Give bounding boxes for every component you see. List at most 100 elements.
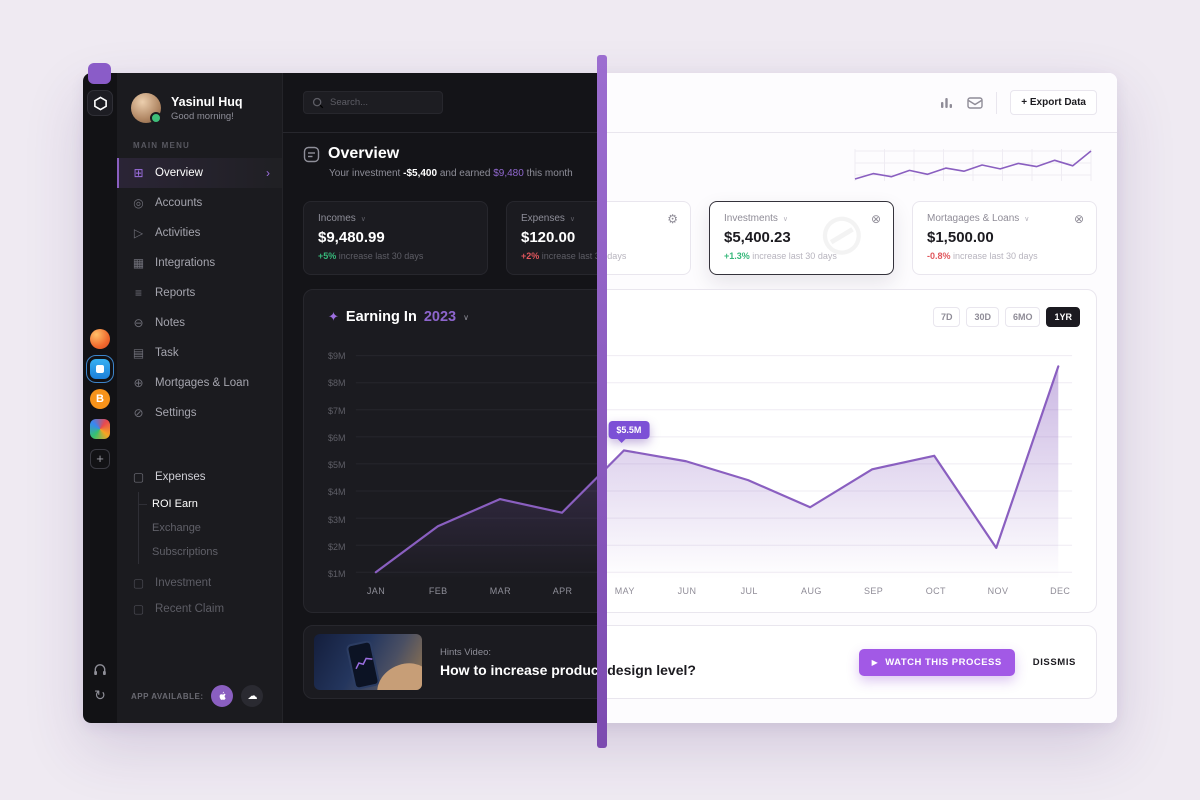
coin-icon: ◎ xyxy=(133,196,144,210)
overview-icon xyxy=(303,146,320,163)
sidebar-item-task[interactable]: ▤ Task xyxy=(132,346,179,360)
close-circle-icon[interactable]: ⊗ xyxy=(870,212,881,226)
user-greeting: Good morning! xyxy=(171,110,234,122)
expenses-children: ROI Earn Exchange Subscriptions xyxy=(138,492,282,564)
chart-tooltip: $5.5M xyxy=(608,421,650,444)
sidebar-item-notes[interactable]: ⊖ Notes xyxy=(117,308,282,338)
sidebar-item-integrations[interactable]: ▦ Integrations xyxy=(132,256,216,270)
earnings-area-chart xyxy=(355,355,597,580)
banner-kicker: Hints Video: xyxy=(440,646,492,658)
topbar-actions: + Export Data xyxy=(939,90,1097,115)
topbar-divider xyxy=(996,91,998,114)
thumbnail-chart-graphic xyxy=(355,657,373,670)
window-accent-tab xyxy=(88,63,111,84)
sidebar-item-activities[interactable]: ▷ Activities xyxy=(117,218,282,248)
stat-card-mortgages-loans[interactable]: Mortagages & Loans∨ $1,500.00 -0.8% incr… xyxy=(912,201,1097,275)
chevron-down-icon: ∨ xyxy=(569,215,576,223)
gear-icon[interactable]: ⚙ xyxy=(667,212,678,226)
sidebar-item-accounts[interactable]: ◎ Accounts xyxy=(117,188,282,218)
sparkle-icon: ✦ xyxy=(328,309,339,324)
theme-comparison-slider[interactable] xyxy=(597,55,607,748)
inbox-icon[interactable] xyxy=(967,96,983,110)
stats-icon[interactable] xyxy=(939,95,954,110)
range-7d-button[interactable]: 7D xyxy=(932,307,961,327)
watch-process-button[interactable]: ▶ WATCH THIS PROCESS xyxy=(858,648,1015,676)
main-menu-label: MAIN MENU xyxy=(133,141,191,150)
banner-title: How to increase product design level? xyxy=(597,662,859,678)
bitcoin-icon[interactable]: B xyxy=(90,389,110,409)
settings-icon: ⊘ xyxy=(133,406,144,420)
chart-year: 2023 xyxy=(423,309,457,325)
sidebar-folder-investment[interactable]: ▢ Investment xyxy=(132,576,212,590)
sidebar-folder-expenses[interactable]: ▢ Expenses xyxy=(132,470,206,484)
earnings-chart-card: ✦ Earning In 2023 ∨ 7D 30D 6MO 1YR $9M$8… xyxy=(597,289,1097,613)
chevron-down-icon: ∨ xyxy=(463,312,469,322)
expenses-delta: +2% xyxy=(521,251,540,261)
header-sparkline xyxy=(853,141,1093,185)
folder-icon: ▢ xyxy=(132,576,145,590)
sidebar-subitem-subscriptions[interactable]: Subscriptions xyxy=(152,546,219,558)
apple-store-button[interactable] xyxy=(211,685,234,707)
investments-delta: +1.3% xyxy=(724,251,750,261)
add-app-button[interactable]: + xyxy=(90,449,110,469)
trello-glyph xyxy=(96,365,104,373)
sidebar-subitem-exchange[interactable]: Exchange xyxy=(152,522,201,534)
sidebar-folder-recent-claim[interactable]: ▢ Recent Claim xyxy=(132,602,225,616)
stat-cards-row: Incomes∨ $9,480.99 +5% increase last 30 … xyxy=(303,201,597,275)
sidebar-tree: ▢ Expenses ROI Earn Exchange Subscriptio… xyxy=(117,464,282,622)
app-window-dark: B + ↻ Yasinul Huq Good morning! MAIN MEN… xyxy=(83,73,597,723)
sidebar-item-mortgages-loan[interactable]: ⊕ Mortgages & Loan xyxy=(117,368,282,398)
stat-card-incomes[interactable]: Incomes∨ $9,480.99 +5% increase last 30 … xyxy=(303,201,488,275)
user-profile[interactable]: Yasinul Huq Good morning! xyxy=(117,73,282,124)
apple-icon xyxy=(219,691,226,700)
sidebar-item-reports[interactable]: ≡ Reports xyxy=(117,278,282,308)
cloud-store-button[interactable]: ☁ xyxy=(241,685,264,707)
repeat-icon[interactable]: ↻ xyxy=(94,687,106,703)
icon-rail: B + ↻ xyxy=(83,73,117,723)
chevron-down-icon: ∨ xyxy=(360,215,366,223)
search-placeholder: Search... xyxy=(330,97,369,108)
sidebar-item-settings[interactable]: ⊘ Settings xyxy=(117,398,282,428)
chevron-right-icon: › xyxy=(266,166,270,180)
mortgages-value: $1,500.00 xyxy=(927,229,994,246)
incomes-delta: +5% xyxy=(318,251,337,261)
chevron-down-icon: ∨ xyxy=(1024,215,1030,223)
folder-icon: ▢ xyxy=(132,602,145,616)
stat-card-expenses[interactable]: Expenses∨ $120.00 +2% increase last 30 d… xyxy=(506,201,597,275)
trello-icon[interactable] xyxy=(86,355,114,383)
expenses-value: $120.00 xyxy=(521,229,576,246)
globe-icon: ⊕ xyxy=(133,376,144,390)
dismiss-button[interactable]: DISSMIS xyxy=(1032,656,1076,668)
support-headset-icon[interactable] xyxy=(93,662,108,680)
earnings-area-chart xyxy=(597,355,1073,580)
incomes-value: $9,480.99 xyxy=(318,229,385,246)
export-data-button[interactable]: + Export Data xyxy=(1010,90,1097,115)
main-menu: ⊞ Overview › ◎ Accounts ▷ Activities ▦ I… xyxy=(117,158,282,428)
stat-card-expenses[interactable]: Expenses∨ $120.00 +2% increase last 30 d… xyxy=(597,201,691,275)
page-header: Overview Your investment -$5,400 and ear… xyxy=(303,145,597,189)
grid-icon: ⊞ xyxy=(133,166,144,180)
hexagon-logo-icon xyxy=(93,95,107,111)
investment-amount: -$5,400 xyxy=(403,168,438,179)
chart-title[interactable]: ✦ Earning In 2023 ∨ xyxy=(328,309,469,325)
range-1yr-button[interactable]: 1YR xyxy=(1046,307,1080,327)
video-thumbnail[interactable] xyxy=(314,634,422,690)
user-name: Yasinul Huq xyxy=(171,94,243,109)
firefox-icon[interactable] xyxy=(90,329,110,349)
range-30d-button[interactable]: 30D xyxy=(966,307,999,327)
range-6mo-button[interactable]: 6MO xyxy=(1004,307,1041,327)
slack-icon[interactable] xyxy=(90,419,110,439)
search-input[interactable]: Search... xyxy=(303,91,443,114)
app-logo[interactable] xyxy=(87,90,113,116)
stat-card-investments[interactable]: Investments∨ $5,400.23 +1.3% increase la… xyxy=(709,201,894,275)
sidebar-item-overview[interactable]: ⊞ Overview › xyxy=(117,158,282,188)
cloud-icon: ☁ xyxy=(247,690,258,702)
close-circle-icon[interactable]: ⊗ xyxy=(1073,212,1084,226)
sidebar-subitem-roi-earn[interactable]: ROI Earn xyxy=(139,492,282,516)
investments-value: $5,400.23 xyxy=(724,229,791,246)
video-banner: Hints Video: How to increase product des… xyxy=(597,625,1097,699)
page-header: Overview Your investment -$5,400 and ear… xyxy=(597,145,1097,189)
avatar xyxy=(131,93,162,124)
app-window-light: B + ↻ Yasinul Huq Good morning! MAIN MEN… xyxy=(597,73,1117,723)
